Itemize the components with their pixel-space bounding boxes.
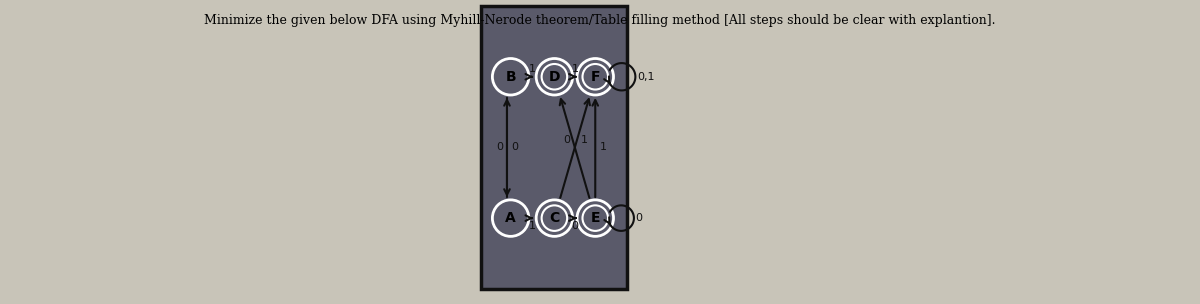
Text: 1: 1 bbox=[529, 64, 536, 74]
Text: D: D bbox=[548, 70, 560, 84]
Text: 1: 1 bbox=[571, 64, 578, 74]
Text: A: A bbox=[505, 211, 516, 225]
Text: 1: 1 bbox=[529, 221, 536, 231]
Text: B: B bbox=[505, 70, 516, 84]
Text: 0: 0 bbox=[564, 135, 571, 145]
Text: 0: 0 bbox=[496, 143, 503, 152]
Text: Minimize the given below DFA using Myhill-Nerode theorem/Table filling method [A: Minimize the given below DFA using Myhil… bbox=[204, 14, 996, 27]
Text: E: E bbox=[590, 211, 600, 225]
Text: C: C bbox=[550, 211, 559, 225]
Text: 0: 0 bbox=[511, 143, 518, 152]
Text: F: F bbox=[590, 70, 600, 84]
Text: 0: 0 bbox=[636, 213, 642, 223]
Text: 1: 1 bbox=[581, 135, 588, 145]
Text: 1: 1 bbox=[599, 143, 606, 152]
Bar bbox=[481, 6, 628, 289]
Text: 0,1: 0,1 bbox=[637, 72, 654, 82]
Text: 0: 0 bbox=[571, 221, 578, 231]
